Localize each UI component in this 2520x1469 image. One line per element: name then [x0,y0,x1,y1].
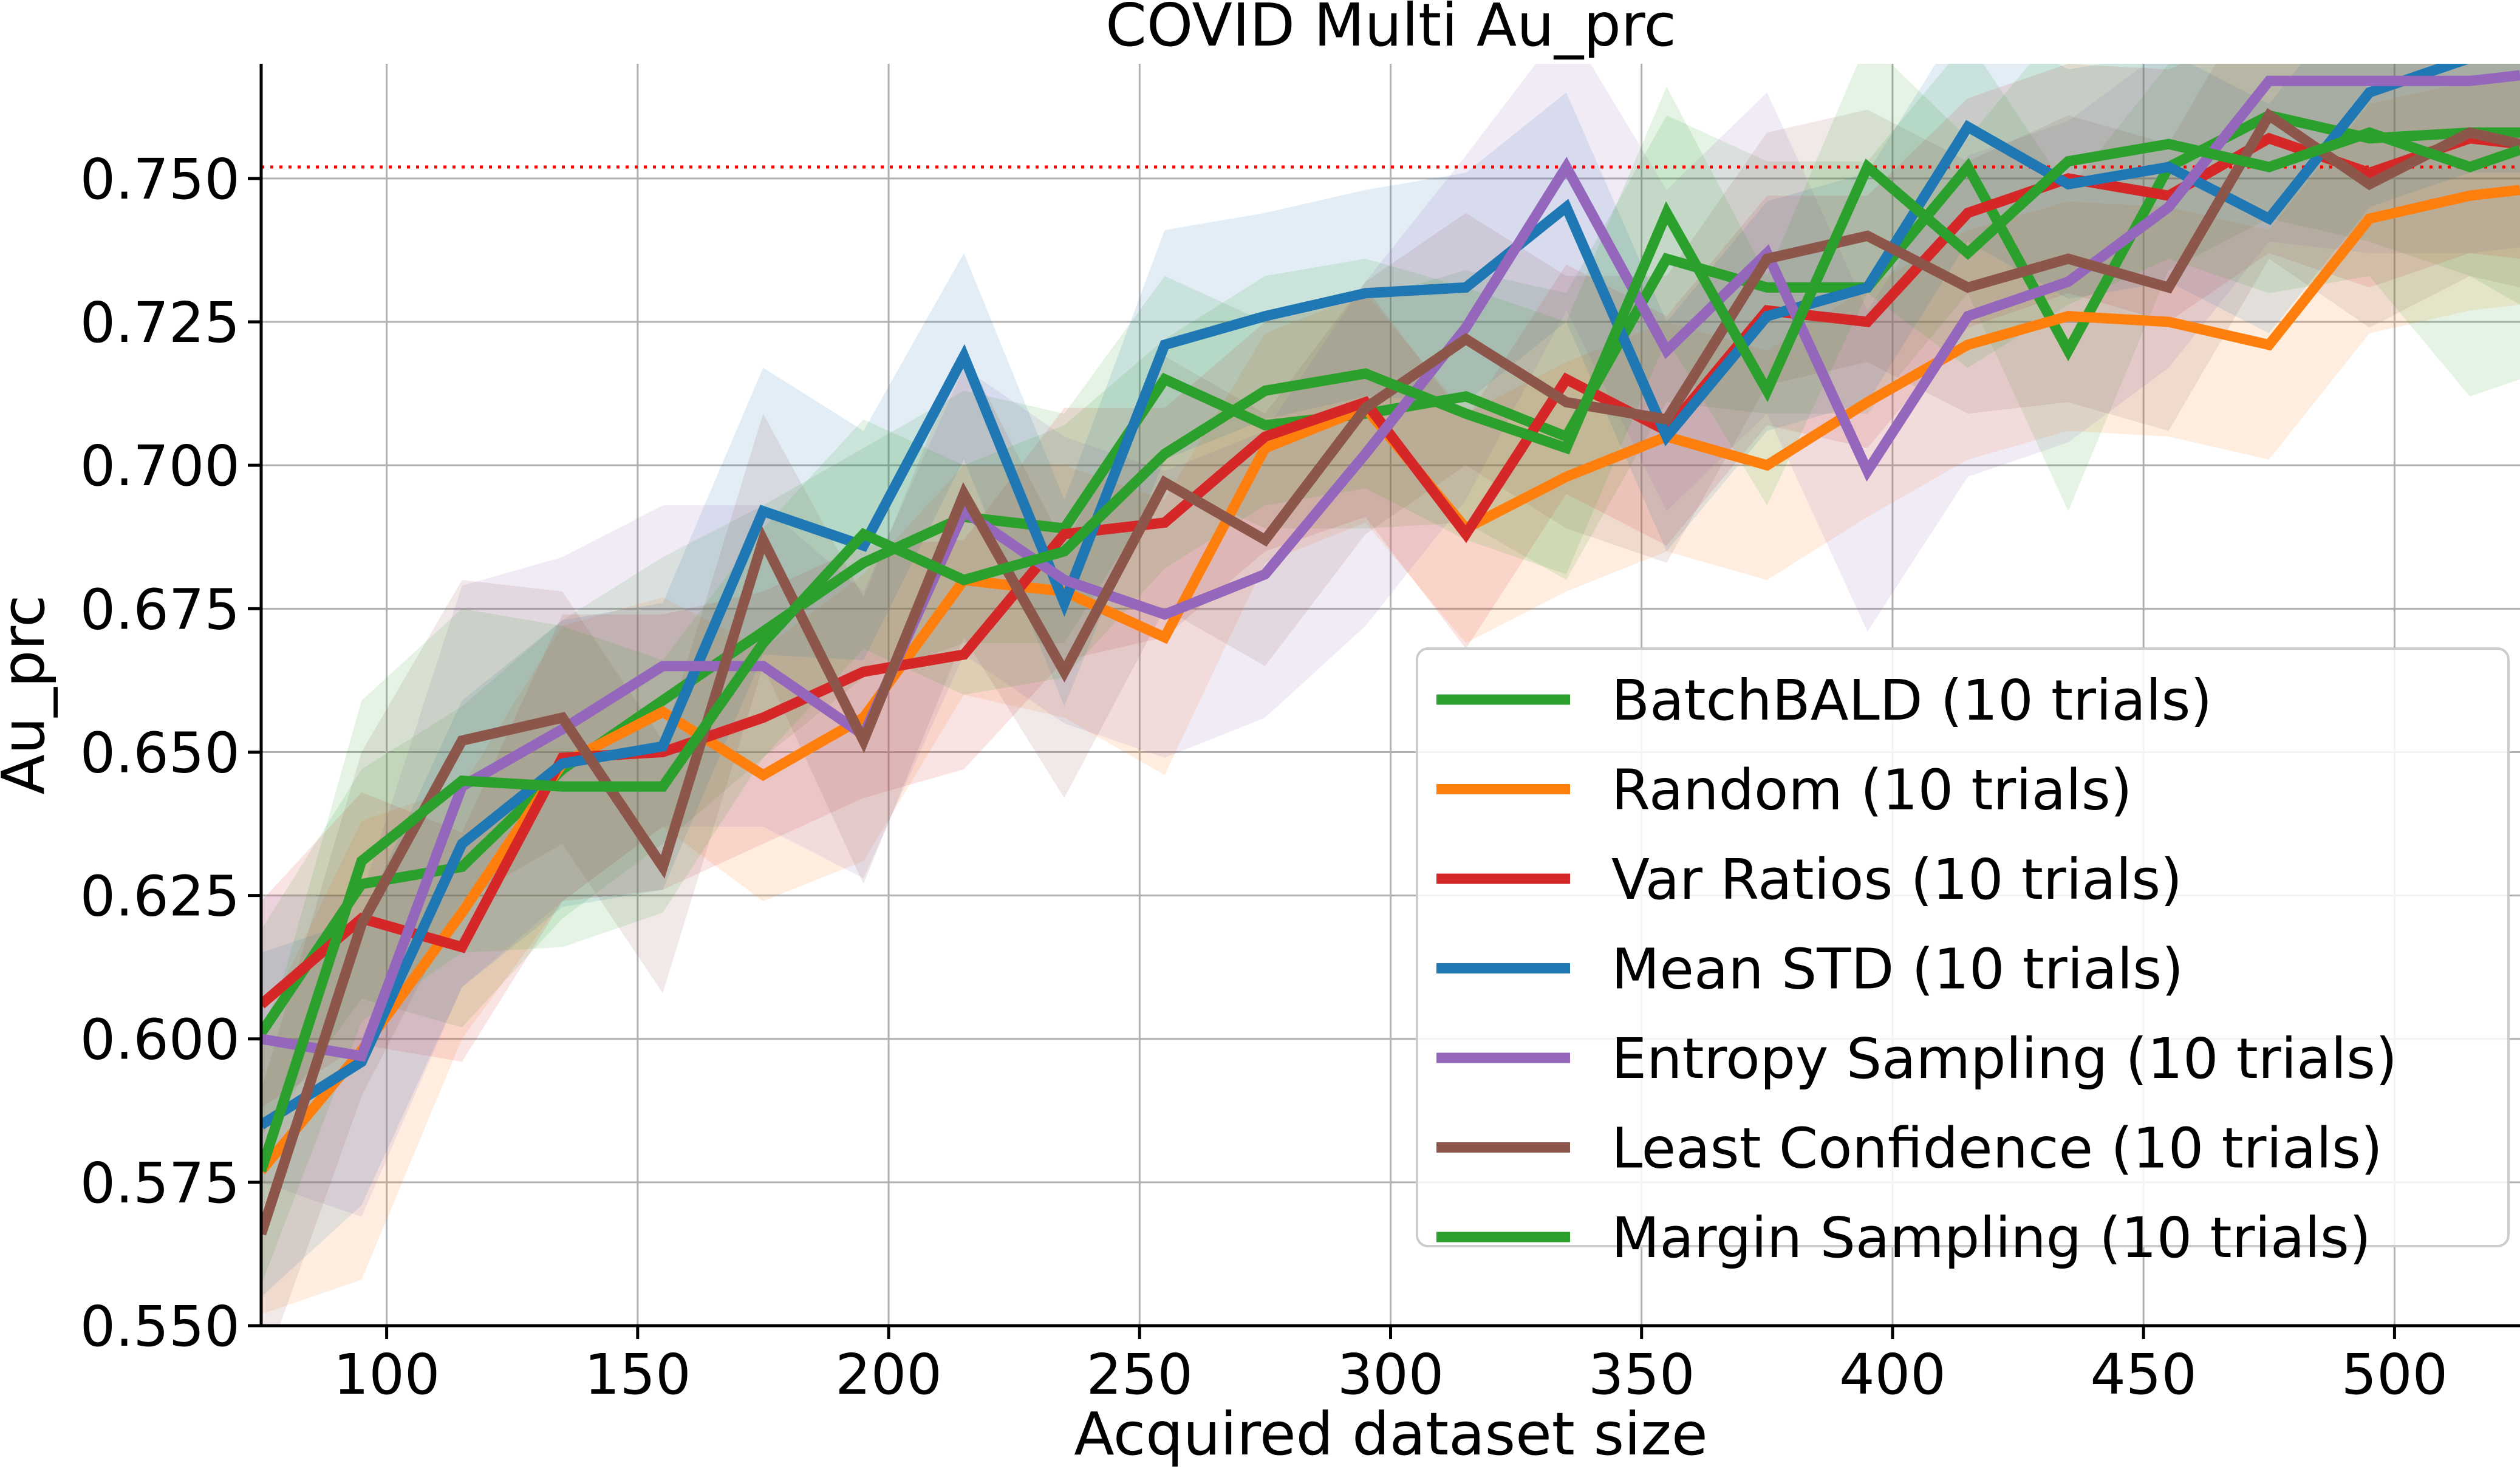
y-tick-label: 0.575 [80,1151,240,1216]
x-tick-label: 150 [584,1342,691,1407]
y-axis-label: Au_prc [0,595,58,795]
y-tick-label: 0.650 [80,720,240,785]
x-tick-label: 200 [835,1342,942,1407]
x-tick-label: 300 [1337,1342,1444,1407]
confidence-band [261,75,2520,1315]
x-tick-label: 400 [1839,1342,1946,1407]
confidence-band [261,64,2520,1326]
x-tick-label: 250 [1086,1342,1193,1407]
series-line [261,107,2520,1236]
legend-label: Var Ratios (10 trials) [1611,847,2182,912]
y-tick-label: 0.725 [80,290,240,355]
y-axis-ticks: 0.550 0.575 0.600 0.625 0.650 0.675 0.700 0.725… [80,147,261,1359]
y-tick-label: 0.625 [80,864,240,929]
x-tick-label: 350 [1588,1342,1695,1407]
x-tick-label: 100 [333,1342,440,1407]
series-line [261,64,2470,1130]
legend: BatchBALD (10 trials) Random (10 trials) V… [1416,647,2510,1270]
x-axis-label: Acquired dataset size [1074,1400,1707,1468]
legend-label: Entropy Sampling (10 trials) [1611,1026,2397,1091]
legend-label: Random (10 trials) [1611,758,2132,823]
legend-box [1416,647,2510,1247]
legend-label: Margin Sampling (10 trials) [1611,1205,2371,1270]
x-tick-label: 450 [2090,1342,2197,1407]
series-line [261,110,2520,1037]
y-tick-label: 0.675 [80,577,240,642]
legend-label: Mean STD (10 trials) [1611,937,2184,1002]
series-line [261,127,2520,1173]
x-tick-label: 500 [2341,1342,2448,1407]
y-tick-label: 0.700 [80,434,240,499]
y-tick-label: 0.600 [80,1007,240,1072]
confidence-band [261,64,2520,1137]
y-tick-label: 0.750 [80,147,240,212]
legend-label: Least Confidence (10 trials) [1611,1116,2383,1181]
x-axis-ticks: 100 150 200 250 300 350 400 450 500 [333,1326,2448,1407]
confidence-band [261,64,2520,1108]
legend-label: BatchBALD (10 trials) [1611,668,2212,733]
chart-title: COVID Multi Au_prc [1105,0,1676,60]
y-tick-label: 0.550 [80,1294,240,1359]
series-lines [261,64,2520,1236]
